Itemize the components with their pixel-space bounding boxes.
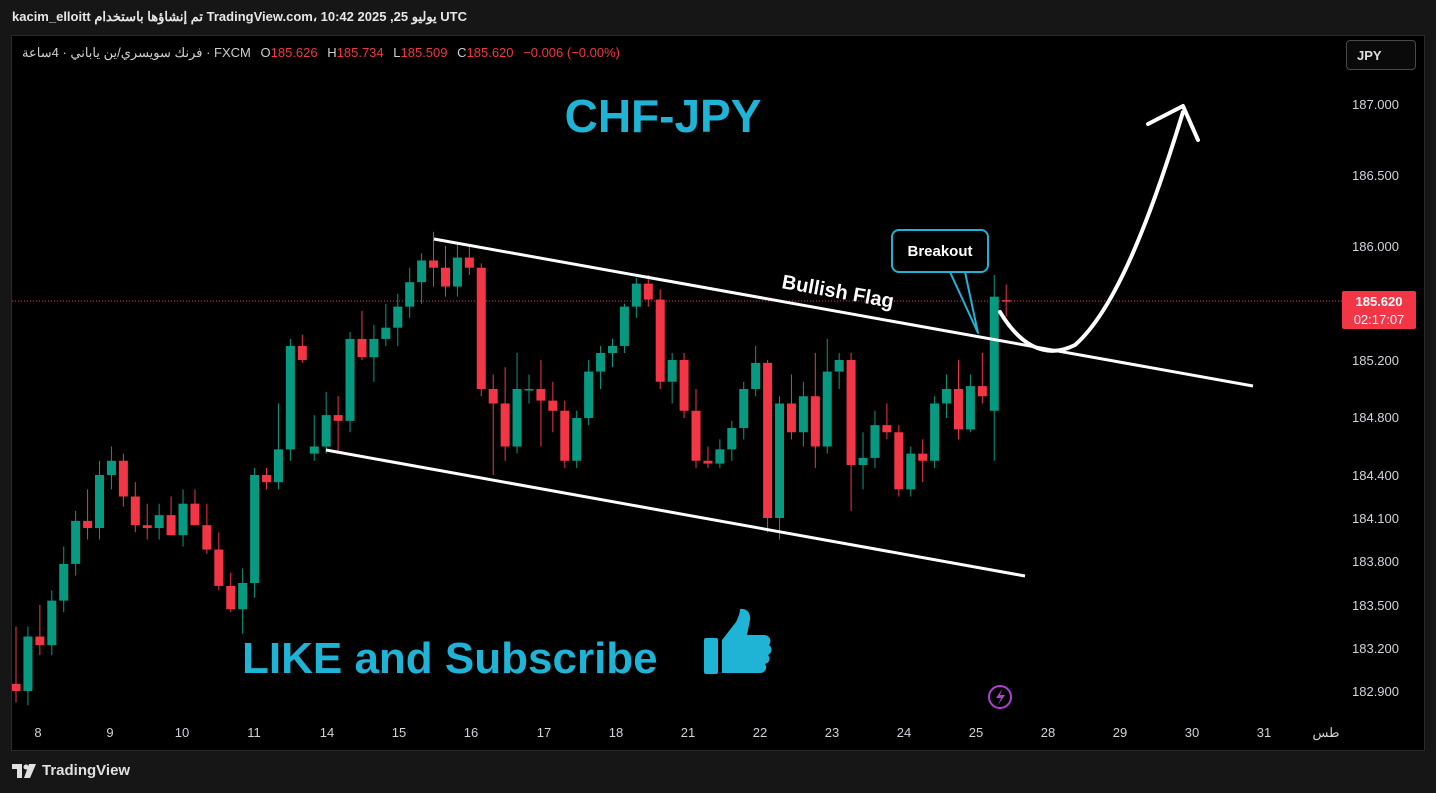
close-label: C xyxy=(457,45,467,60)
change-value: −0.006 (−0.00%) xyxy=(523,45,620,60)
high-value: 185.734 xyxy=(336,45,384,60)
footer-brand[interactable]: TradingView xyxy=(12,762,130,779)
high-label: H xyxy=(327,45,337,60)
open-value: 185.626 xyxy=(270,45,318,60)
publish-info: kacim_elloitt تم إنشاؤها باستخدام Tradin… xyxy=(12,9,468,24)
low-label: L xyxy=(393,45,401,60)
low-value: 185.509 xyxy=(400,45,448,60)
close-value: 185.620 xyxy=(466,45,514,60)
tradingview-logo-icon xyxy=(12,763,36,778)
currency-button[interactable]: JPY xyxy=(1346,40,1416,70)
ohlc-legend: فرنك سويسري/ين ياباني · 4ساعة · FXCM O18… xyxy=(22,45,620,61)
chart-pane[interactable] xyxy=(11,35,1425,751)
open-label: O xyxy=(260,45,271,60)
footer-brand-text: TradingView xyxy=(42,762,131,779)
symbol-label[interactable]: فرنك سويسري/ين ياباني · 4ساعة · FXCM xyxy=(22,45,251,60)
